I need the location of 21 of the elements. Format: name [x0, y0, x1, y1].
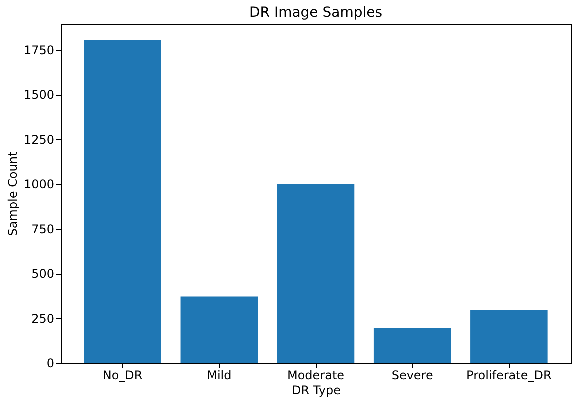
- y-tick-label: 500: [32, 267, 54, 282]
- bar: [84, 40, 162, 363]
- y-tick-label: 750: [32, 222, 54, 236]
- bar: [180, 296, 258, 363]
- bar: [470, 310, 548, 363]
- y-tick-label: 1500: [24, 88, 54, 102]
- x-tick-label: No_DR: [102, 368, 143, 382]
- x-tick-label: Moderate: [287, 368, 345, 382]
- y-tick-label: 250: [32, 312, 54, 326]
- bar: [277, 184, 355, 363]
- y-axis-title: Sample Count: [6, 151, 20, 236]
- chart-title: DR Image Samples: [249, 5, 383, 21]
- bar: [374, 328, 452, 363]
- y-tick-label: 1750: [24, 43, 54, 58]
- y-tick-label: 1000: [24, 178, 54, 192]
- y-tick-label: 1250: [24, 132, 54, 147]
- x-tick-label: Mild: [207, 368, 232, 382]
- x-tick-label: Proliferate_DR: [466, 368, 552, 382]
- y-tick-label: 0: [46, 356, 54, 370]
- x-tick-label: Severe: [392, 368, 434, 382]
- x-axis-title: DR Type: [292, 384, 341, 398]
